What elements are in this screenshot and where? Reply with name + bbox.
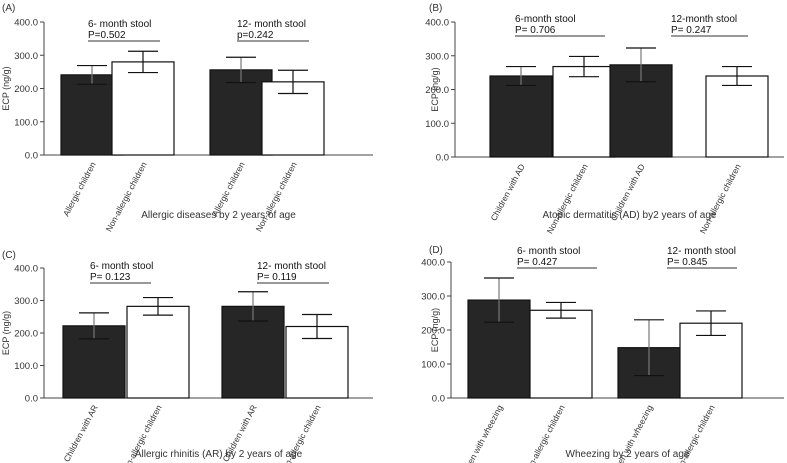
y-tick-label: 300.0	[14, 296, 38, 307]
y-tick-label: 400.0	[14, 18, 38, 29]
annotation-title: 6- month stool	[90, 261, 153, 272]
y-tick-label: 400.0	[421, 258, 445, 269]
y-tick-label: 100.0	[14, 361, 38, 372]
annotation-pvalue: P= 0.706	[515, 25, 556, 36]
x-axis-title: Allergic diseases by 2 years of age	[141, 210, 296, 221]
bar-1	[489, 75, 553, 158]
chart-panel-2: (B) 0.0 100.0 200.0 300.0 400.0 ECP (ng/g) Chil…	[425, 3, 784, 235]
annotation-title: 12-month stool	[671, 14, 737, 25]
panel-label: (B)	[429, 3, 442, 14]
annotation-pvalue: P=0.502	[88, 30, 126, 41]
y-tick-label: 400.0	[14, 264, 38, 275]
y-tick-label: 100.0	[425, 119, 449, 130]
y-tick-label: 200.0	[425, 85, 449, 96]
panel-label: (A)	[2, 3, 15, 14]
annotation-title: 12- month stool	[667, 246, 736, 257]
y-tick-label: 400.0	[425, 18, 449, 29]
x-tick-label: Non-allergic children	[104, 160, 149, 233]
annotation-pvalue: P= 0.123	[90, 272, 131, 283]
y-tick-label: 0.0	[25, 151, 38, 162]
x-tick-label: Allergic children	[61, 160, 98, 218]
annotation-pvalue: P= 0.845	[667, 257, 708, 268]
panel-label: (D)	[429, 245, 443, 256]
annotation-pvalue: P= 0.427	[517, 257, 558, 268]
bar-2	[111, 61, 175, 156]
chart-panel-1: (A) 0.0 100.0 200.0 300.0 400.0 ECP (ng/g) Alle…	[1, 3, 373, 233]
x-tick-label: Non-allergic children	[522, 403, 567, 463]
bar-2	[552, 65, 616, 158]
annotation-pvalue: P= 0.119	[257, 272, 297, 283]
panel-label: (C)	[2, 250, 16, 261]
bar-4	[705, 75, 769, 158]
y-tick-label: 0.0	[432, 394, 445, 405]
y-axis-title: ECP (ng/g)	[1, 311, 11, 355]
annotation-title: 12- month stool	[237, 19, 306, 30]
chart-panel-4: (D) 0.0 100.0 200.0 300.0 400.0 ECP (ng/g) Chil…	[421, 245, 784, 463]
y-tick-label: 300.0	[421, 292, 445, 303]
annotation-title: 6-month stool	[515, 14, 576, 25]
y-axis-title: ECP (ng/g)	[1, 66, 11, 110]
y-tick-label: 300.0	[14, 51, 38, 62]
annotation-title: 6- month stool	[517, 246, 580, 257]
x-tick-label: Non-allergic children	[254, 160, 299, 233]
y-tick-label: 200.0	[14, 329, 38, 340]
y-tick-label: 100.0	[14, 117, 38, 128]
annotation-title: 6- month stool	[88, 19, 151, 30]
y-tick-label: 100.0	[421, 360, 445, 371]
x-tick-label: Non-allergic children	[545, 162, 590, 235]
annotation-pvalue: p=0.242	[237, 30, 274, 41]
x-tick-label: Children with wheezing	[455, 403, 505, 463]
bar-2	[126, 305, 190, 399]
x-axis-title: Allergic rhinitis (AR) by 2 years of age	[135, 449, 303, 460]
x-tick-label: Non-allergic children	[698, 162, 743, 235]
x-axis-title: Atopic dermatitis (AD) by2 years of age	[543, 210, 717, 221]
y-tick-label: 200.0	[421, 326, 445, 337]
y-tick-label: 200.0	[14, 84, 38, 95]
x-axis-title: Wheezing by 2 years of age	[566, 449, 690, 460]
annotation-title: 12- month stool	[257, 261, 326, 272]
y-axis-title: ECP (ng/g)	[430, 67, 440, 111]
bar-3	[221, 305, 285, 399]
chart-panel-3: (C) 0.0 100.0 200.0 300.0 400.0 ECP (ng/g) Chil…	[1, 250, 373, 463]
y-tick-label: 0.0	[25, 394, 38, 405]
y-axis-title: ECP (ng/g)	[430, 308, 440, 352]
annotation-pvalue: P= 0.247	[671, 25, 712, 36]
x-tick-label: Children with AD	[488, 162, 526, 222]
x-tick-label: Children with AR	[61, 403, 99, 463]
y-tick-label: 0.0	[436, 153, 449, 164]
bar-2	[529, 309, 593, 399]
y-tick-label: 300.0	[425, 51, 449, 62]
